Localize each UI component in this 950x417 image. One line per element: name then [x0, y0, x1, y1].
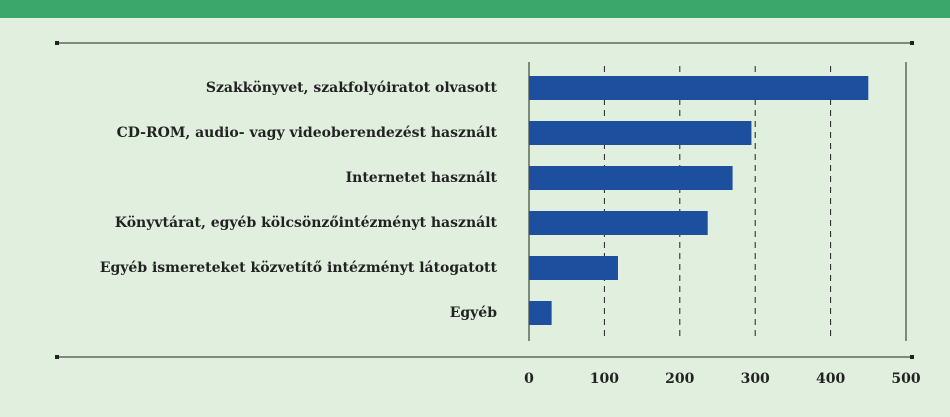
bar: [529, 301, 552, 325]
rule-end: [910, 41, 914, 45]
x-tick-label: 400: [816, 371, 845, 387]
header-band: [0, 0, 950, 18]
rule-end: [55, 41, 59, 45]
bar: [529, 166, 733, 190]
x-tick-label: 100: [590, 371, 619, 387]
rule-end: [55, 355, 59, 359]
rule-end: [910, 355, 914, 359]
category-label: Szakkönyvet, szakfolyóiratot olvasott: [206, 80, 498, 96]
x-tick-label: 500: [891, 371, 920, 387]
x-tick-label: 200: [665, 371, 694, 387]
bar: [529, 211, 708, 235]
category-label: CD-ROM, audio- vagy videoberendezést has…: [117, 125, 498, 141]
category-label: Internetet használt: [346, 170, 498, 186]
category-label: Egyéb: [450, 305, 498, 321]
category-label: Egyéb ismereteket közvetítő intézményt l…: [100, 260, 498, 276]
category-label: Könyvtárat, egyéb kölcsönzőintézményt ha…: [115, 215, 498, 231]
bar: [529, 76, 869, 100]
x-tick-label: 300: [741, 371, 770, 387]
x-tick-label: 0: [524, 371, 534, 387]
bar: [529, 121, 752, 145]
bar: [529, 256, 618, 280]
